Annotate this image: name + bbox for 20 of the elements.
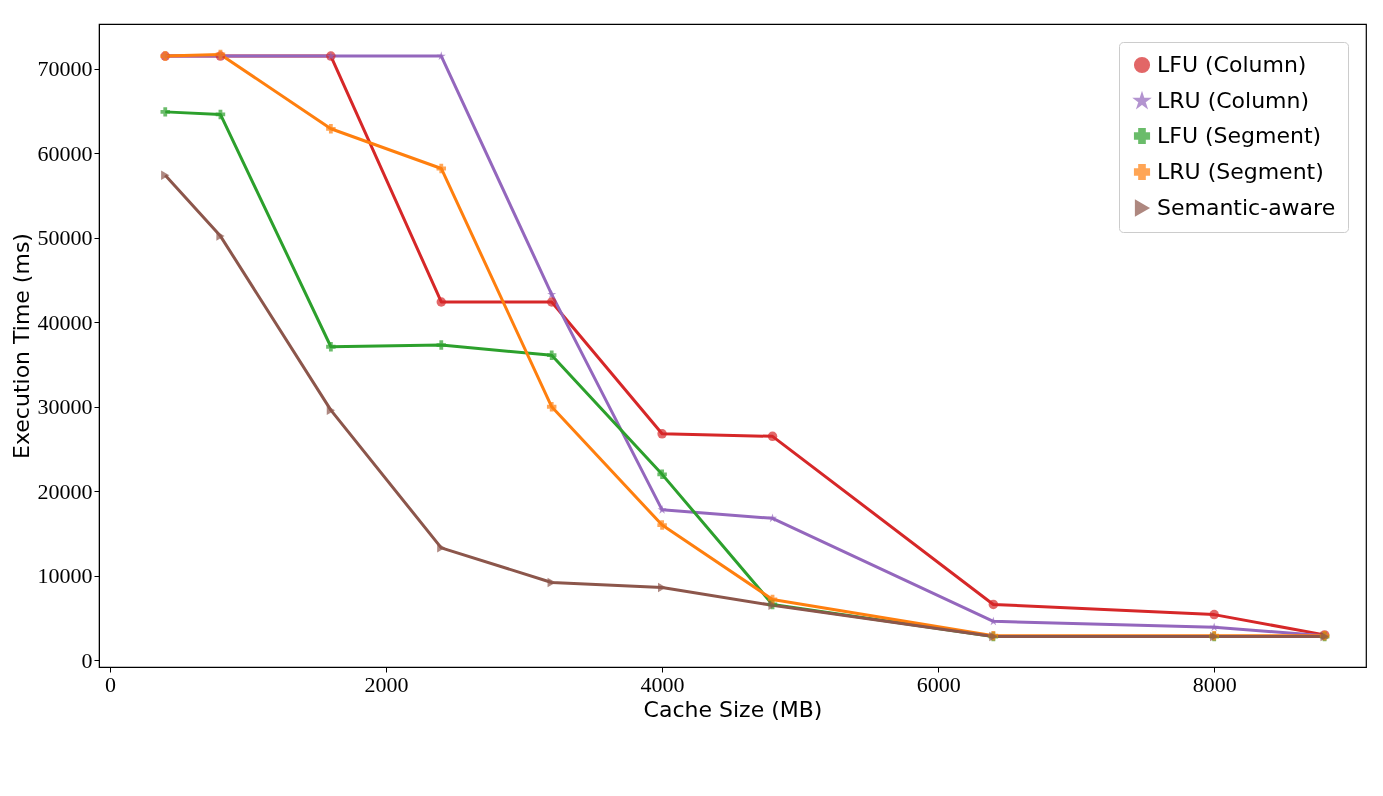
y-tick-label: 20000 xyxy=(37,478,93,504)
y-tick-label: 40000 xyxy=(37,309,93,335)
y-tick-label: 70000 xyxy=(37,56,93,82)
x-tick-label: 4000 xyxy=(640,671,685,697)
y-tick-label: 10000 xyxy=(37,563,93,589)
legend-label: LFU (Column) xyxy=(1157,52,1307,77)
x-tick-label: 6000 xyxy=(916,671,961,697)
x-tick-label: 0 xyxy=(105,671,117,697)
y-tick-label: 30000 xyxy=(37,394,93,420)
legend-label: LFU (Segment) xyxy=(1157,123,1322,148)
y-tick-label: 60000 xyxy=(37,140,93,166)
x-tick-label: 2000 xyxy=(364,671,409,697)
x-axis-title: Cache Size (MB) xyxy=(643,696,823,722)
legend-label: LRU (Column) xyxy=(1157,88,1310,113)
x-tick-label: 8000 xyxy=(1192,671,1237,697)
y-tick-label: 50000 xyxy=(37,225,93,251)
legend-label: Semantic-aware xyxy=(1157,195,1336,220)
y-axis-title: Execution Time (ms) xyxy=(8,233,34,459)
y-tick-label: 0 xyxy=(81,647,93,673)
legend-label: LRU (Segment) xyxy=(1157,159,1324,184)
